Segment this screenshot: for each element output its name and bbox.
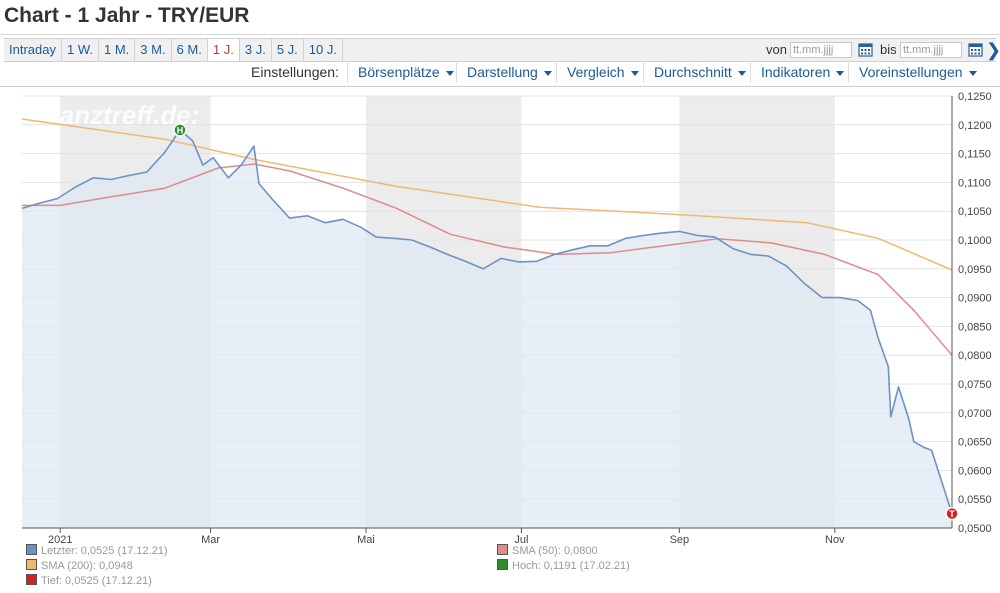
range-tab-0[interactable]: Intraday [4, 39, 62, 61]
x-tick-label: 2021 [48, 534, 72, 546]
caret-down-icon [836, 70, 845, 76]
price-area-fill [22, 130, 952, 528]
caret-down-icon [630, 70, 639, 76]
y-tick-label: 0,0950 [958, 264, 992, 276]
menu-indikatoren[interactable]: Indikatoren [750, 61, 854, 83]
legend-item: SMA (200): 0,0948 [26, 559, 133, 572]
range-tab-6[interactable]: 3 J. [240, 39, 272, 61]
legend-swatch [497, 544, 508, 555]
legend-swatch [26, 544, 37, 555]
range-toolbar: Intraday 1 W. 1 M. 3 M. 6 M. 1 J. 3 J. 5 J. 10 J… [4, 38, 1000, 62]
y-tick-label: 0,0800 [958, 350, 992, 362]
date-from-input[interactable]: tt.mm.jjjj [790, 42, 852, 58]
price-chart: finanztreff.de: 0,0500 0,0550 0,0600 0,0650… [21, 91, 992, 546]
range-tab-5[interactable]: 1 J. [207, 39, 240, 61]
range-tab-7[interactable]: 5 J. [272, 39, 304, 61]
range-tab-8[interactable]: 10 J. [304, 39, 343, 61]
settings-bar: Einstellungen: Börsenplätze Darstellung … [0, 60, 1000, 84]
menu-voreinstellungen[interactable]: Voreinstellungen [848, 61, 987, 83]
caret-down-icon [543, 70, 552, 76]
page-title: Chart - 1 Jahr - TRY/EUR [4, 4, 250, 27]
legend-swatch [26, 574, 37, 585]
settings-label: Einstellungen: [251, 64, 339, 80]
menu-darstellung[interactable]: Darstellung [456, 61, 562, 83]
legend-item: SMA (50): 0,0800 [497, 544, 598, 557]
range-tab-3[interactable]: 3 M. [135, 39, 172, 61]
y-tick-label: 0,1150 [958, 149, 991, 161]
y-tick-label: 0,1050 [958, 206, 992, 218]
range-tabs: Intraday 1 W. 1 M. 3 M. 6 M. 1 J. 3 J. 5 J. 10 J… [4, 39, 343, 61]
legend-item: Hoch: 0,1191 (17.02.21) [497, 559, 630, 572]
settings-divider [0, 86, 1000, 87]
date-from-label: von [766, 42, 787, 57]
watermark: finanztreff.de: [28, 100, 199, 130]
legend-swatch [497, 559, 508, 570]
y-tick-label: 0,1100 [958, 177, 991, 189]
low-marker [945, 506, 959, 521]
y-tick-label: 0,0650 [958, 437, 992, 449]
menu-label: Darstellung [467, 64, 538, 80]
legend-text: Letzter: 0,0525 (17.12.21) [41, 545, 168, 557]
caret-down-icon [968, 70, 977, 76]
series-line-sma50 [22, 163, 953, 356]
caret-down-icon [445, 70, 454, 76]
series-line-price [21, 129, 953, 514]
y-tick-label: 0,0750 [958, 379, 992, 391]
y-tick-label: 0,0550 [958, 494, 992, 506]
menu-label: Vergleich [567, 64, 625, 80]
x-tick-label: Mai [357, 534, 375, 546]
high-marker [173, 123, 187, 137]
price-area [22, 130, 952, 528]
legend-text: Hoch: 0,1191 (17.02.21) [512, 560, 630, 572]
x-tick-label: Jul [514, 534, 528, 546]
axes: 0,0500 0,0550 0,0600 0,0650 0,0700 0,0750 0,08… [22, 91, 992, 546]
menu-label: Indikatoren [761, 64, 831, 80]
calendar-from-icon[interactable] [858, 42, 873, 57]
legend-item: Letzter: 0,0525 (17.12.21) [26, 544, 168, 557]
x-tick-label: Sep [670, 534, 690, 546]
menu-durchschnitt[interactable]: Durchschnitt [643, 61, 756, 83]
range-tab-4[interactable]: 6 M. [172, 39, 208, 61]
caret-down-icon [737, 70, 746, 76]
title-divider [0, 34, 1000, 35]
menu-vergleich[interactable]: Vergleich [556, 61, 649, 83]
y-tick-label: 0,1250 [958, 91, 992, 103]
date-to-input[interactable]: tt.mm.jjjj [900, 42, 962, 58]
y-tick-label: 0,0700 [958, 408, 992, 420]
menu-label: Voreinstellungen [859, 64, 963, 80]
calendar-to-icon[interactable] [968, 42, 983, 57]
menu-label: Börsenplätze [358, 64, 440, 80]
y-tick-label: 0,1200 [958, 120, 992, 132]
legend-text: SMA (50): 0,0800 [512, 545, 598, 557]
chart-markers: HT [173, 123, 959, 521]
legend-text: SMA (200): 0,0948 [41, 560, 133, 572]
menu-label: Durchschnitt [654, 64, 732, 80]
legend-swatch [26, 559, 37, 570]
x-tick-label: Mar [201, 534, 220, 546]
legend-item: Tief: 0,0525 (17.12.21) [26, 574, 152, 587]
low-marker-label: T [949, 509, 955, 519]
series-lines [21, 118, 953, 514]
range-tab-1[interactable]: 1 W. [62, 39, 99, 61]
y-tick-label: 0,0850 [958, 321, 992, 333]
date-to-label: bis [880, 42, 897, 57]
high-marker-label: H [177, 125, 184, 135]
menu-boersenplaetze[interactable]: Börsenplätze [347, 61, 464, 83]
y-tick-label: 0,0600 [958, 465, 992, 477]
x-tick-label: Nov [825, 534, 845, 546]
y-tick-label: 0,1000 [958, 235, 992, 247]
y-tick-label: 0,0500 [958, 523, 992, 535]
legend-text: Tief: 0,0525 (17.12.21) [41, 575, 152, 587]
y-tick-label: 0,0900 [958, 293, 992, 305]
chevron-right-icon[interactable]: ❯ [986, 40, 1000, 60]
range-tab-2[interactable]: 1 M. [99, 39, 136, 61]
